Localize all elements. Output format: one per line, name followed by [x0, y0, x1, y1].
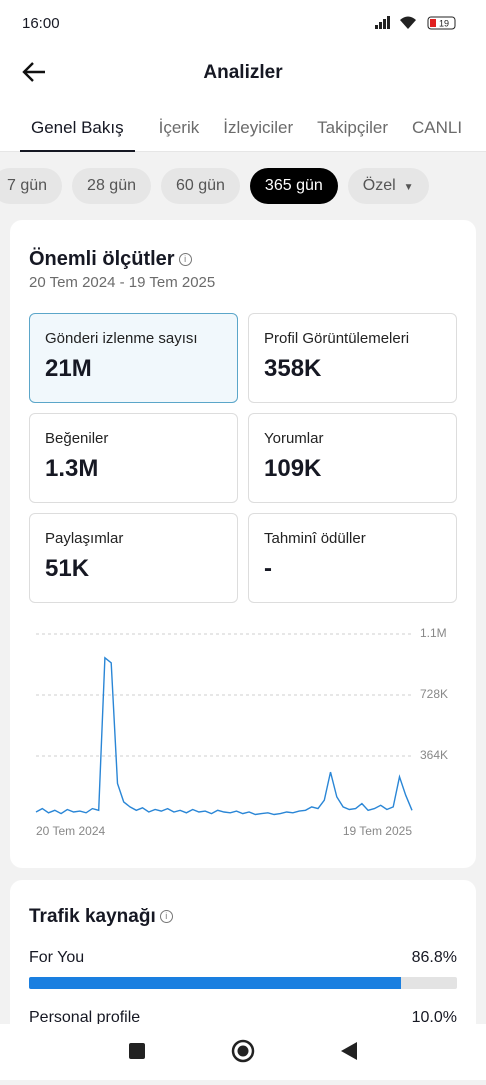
x-tick-label: 20 Tem 2024 [36, 824, 105, 838]
period-chips: 7 gün 28 gün 60 gün 365 gün Özel ▼ [0, 168, 429, 204]
dropdown-caret: ▼ [403, 182, 414, 193]
card-title-text: Önemli ölçütler [29, 248, 175, 270]
data-line [35, 656, 413, 816]
metric-value: 358K [264, 355, 322, 382]
metric-label: Tahminî ödüller [264, 530, 366, 547]
back-nav-button[interactable] [341, 1042, 357, 1060]
page-title: Analizler [203, 62, 283, 83]
battery-level: 19 [439, 18, 449, 28]
source-name: For You [29, 949, 85, 966]
period-chip[interactable]: 60 gün [160, 168, 240, 204]
nav-bar [0, 1024, 486, 1080]
line-chart: 364K 728K 1.1M 20 Tem 2024 19 Tem 2025 [35, 626, 448, 838]
source-value: 10.0% [411, 1009, 457, 1026]
source-value: 86.8% [411, 949, 457, 966]
status-icons: 19 [375, 16, 456, 30]
info-icon[interactable]: i [178, 253, 192, 266]
tab[interactable]: İzleyiciler [223, 118, 294, 137]
y-tick-label: 364K [420, 748, 448, 762]
card-title: Önemli ölçütler i [29, 248, 192, 271]
back-button[interactable] [20, 60, 48, 84]
period-chip[interactable]: 7 gün [0, 168, 63, 204]
period-chip[interactable]: 365 gün [249, 168, 338, 204]
progress-track [29, 977, 457, 989]
traffic-title-text: Trafik kaynağı [29, 906, 156, 927]
tab[interactable]: Genel Bakış [20, 116, 135, 152]
tab[interactable]: İçerik [158, 118, 200, 137]
date-range: 20 Tem 2024 - 19 Tem 2025 [29, 274, 216, 291]
metric-box[interactable]: Paylaşımlar 51K [29, 513, 238, 603]
metric-label: Beğeniler [45, 430, 109, 447]
nav-icons [129, 1039, 357, 1063]
metric-value: 109K [264, 455, 322, 482]
metric-label: Profil Görüntülemeleri [264, 330, 410, 347]
metric-box[interactable]: Beğeniler 1.3M [29, 413, 238, 503]
metric-box[interactable]: Profil Görüntülemeleri 358K [248, 313, 457, 403]
metric-label: Gönderi izlenme sayısı [45, 330, 198, 347]
metric-box[interactable]: Tahminî ödüller - [248, 513, 457, 603]
tabs: Genel Bakış İçerik İzleyiciler Takipçiler CA… [20, 116, 486, 152]
metric-label: Yorumlar [264, 430, 324, 447]
period-chip[interactable]: 28 gün [72, 168, 151, 204]
period-chip[interactable]: Özel ▼ [347, 168, 429, 204]
metrics-card: Önemli ölçütler i 20 Tem 2024 - 19 Tem 20… [10, 220, 476, 868]
metric-value: - [264, 555, 272, 582]
metric-box[interactable]: Gönderi izlenme sayısı 21M [29, 313, 238, 403]
x-tick-label: 19 Tem 2025 [343, 824, 412, 838]
metric-box[interactable]: Yorumlar 109K [248, 413, 457, 503]
metric-label: Paylaşımlar [45, 530, 124, 547]
info-icon[interactable]: i [159, 910, 173, 923]
status-time: 16:00 [22, 15, 60, 32]
traffic-title: Trafik kaynağı i [29, 906, 173, 928]
metric-value: 1.3M [45, 455, 99, 482]
top-bar: 16:00 19 Analizler Genel Bakış İçerik İzle… [0, 0, 486, 152]
tab[interactable]: Takipçiler [317, 118, 388, 137]
y-tick-label: 728K [420, 687, 448, 701]
metric-value: 51K [45, 555, 90, 582]
y-tick-label: 1.1M [420, 626, 447, 640]
recent-button[interactable] [129, 1043, 145, 1059]
progress-bar [29, 977, 401, 989]
tab[interactable]: CANLI [412, 118, 463, 137]
home-button[interactable] [231, 1039, 255, 1063]
source-name: Personal profile [29, 1009, 141, 1026]
metric-value: 21M [45, 355, 92, 382]
